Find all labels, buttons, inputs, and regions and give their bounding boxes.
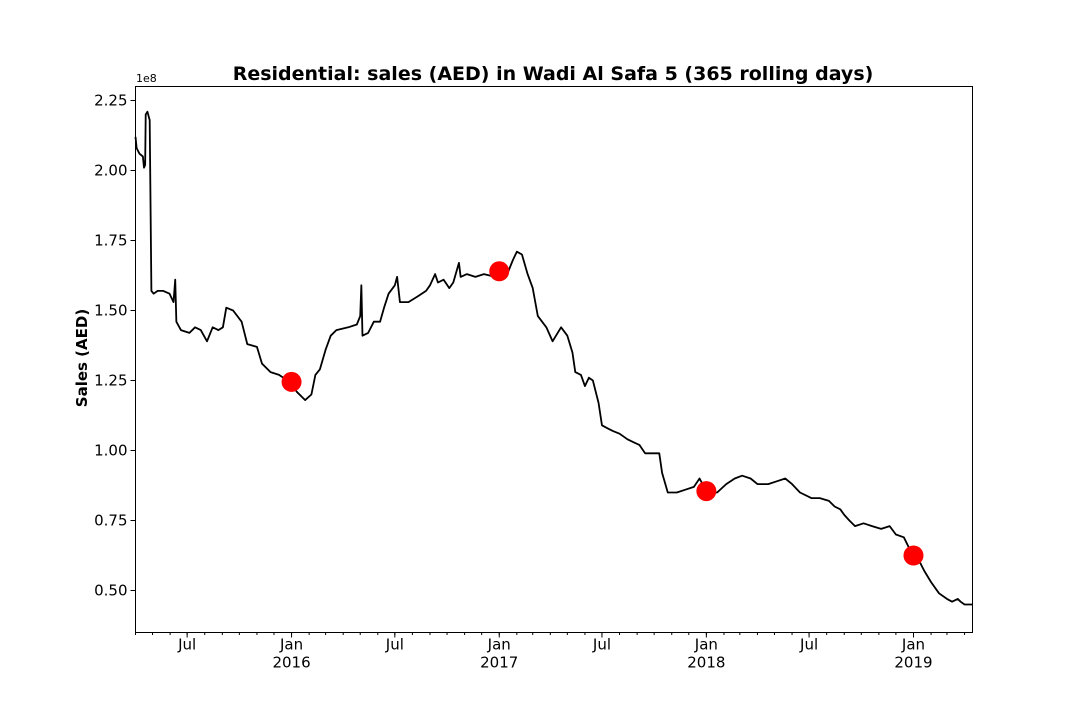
y-axis-scale-label: 1e8 <box>136 72 157 85</box>
y-axis-label: Sales (AED) <box>73 309 91 407</box>
x-tick-label: Jan <box>694 636 718 654</box>
x-tick-year-label: 2019 <box>894 654 932 672</box>
x-tick-label: Jan <box>901 636 925 654</box>
highlight-marker <box>903 545 924 566</box>
y-tick-label: 1.00 <box>94 442 127 460</box>
highlight-marker <box>696 481 717 502</box>
x-tick-label: Jan <box>279 636 303 654</box>
y-tick-label: 0.50 <box>94 582 127 600</box>
highlight-marker <box>281 371 302 392</box>
y-tick-label: 1.75 <box>94 232 127 250</box>
chart-title: Residential: sales (AED) in Wadi Al Safa… <box>233 63 874 85</box>
highlight-marker <box>489 261 510 282</box>
x-tick-year-label: 2016 <box>272 654 310 672</box>
y-tick-label: 2.00 <box>94 162 127 180</box>
y-tick-label: 0.75 <box>94 512 127 530</box>
series-line <box>134 110 973 606</box>
x-tick-label: Jul <box>799 636 818 654</box>
x-tick-label: Jul <box>592 636 611 654</box>
x-tick-label: Jan <box>487 636 511 654</box>
y-tick-label: 1.25 <box>94 372 127 390</box>
plot-frame <box>135 86 973 633</box>
y-tick-label: 1.50 <box>94 302 127 320</box>
x-tick-label: Jul <box>177 636 196 654</box>
x-tick-year-label: 2017 <box>480 654 518 672</box>
y-tick-label: 2.25 <box>94 92 127 110</box>
x-tick-year-label: 2018 <box>687 654 725 672</box>
x-tick-label: Jul <box>385 636 404 654</box>
